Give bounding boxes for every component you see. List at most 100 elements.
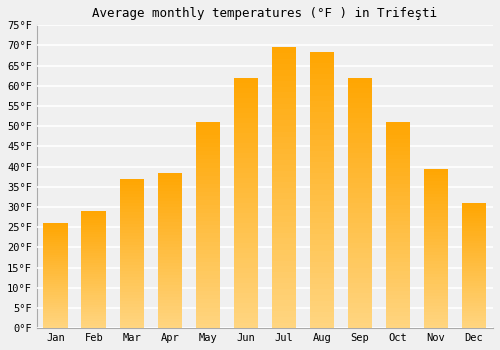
Bar [462,303,486,306]
Bar [44,257,68,259]
Bar [196,184,220,188]
Bar [310,179,334,184]
Bar [44,228,68,230]
Bar [272,154,296,160]
Bar [424,172,448,175]
Bar [272,300,296,306]
Bar [82,241,106,244]
Bar [348,103,372,108]
Bar [310,301,334,306]
Bar [348,213,372,218]
Bar [120,247,144,251]
Bar [462,251,486,253]
Bar [158,263,182,266]
Bar [234,168,258,173]
Bar [44,318,68,320]
Bar [82,223,106,225]
Bar [82,302,106,305]
Bar [310,262,334,267]
Bar [234,308,258,313]
Bar [462,308,486,311]
Bar [424,274,448,277]
Bar [120,301,144,304]
Bar [348,148,372,153]
Bar [272,199,296,205]
Bar [424,169,448,172]
Bar [196,217,220,221]
Bar [348,98,372,103]
Bar [272,76,296,81]
Bar [272,250,296,255]
Bar [272,104,296,109]
Bar [234,228,258,233]
Bar [424,271,448,274]
Bar [196,155,220,159]
Bar [196,320,220,324]
Bar [348,303,372,308]
Bar [82,260,106,262]
Bar [310,229,334,234]
Bar [272,120,296,126]
Bar [234,113,258,118]
Bar [462,321,486,323]
Bar [120,268,144,271]
Bar [82,220,106,223]
Bar [120,280,144,284]
Bar [272,64,296,70]
Bar [44,290,68,293]
Bar [120,179,144,182]
Bar [348,318,372,323]
Bar [462,286,486,288]
Bar [234,148,258,153]
Bar [272,216,296,222]
Bar [310,206,334,212]
Bar [158,294,182,297]
Bar [310,162,334,168]
Bar [348,188,372,193]
Bar [120,298,144,301]
Bar [462,203,486,205]
Bar [424,181,448,184]
Bar [462,278,486,281]
Bar [272,132,296,137]
Bar [348,233,372,238]
Bar [82,284,106,286]
Bar [196,225,220,229]
Bar [44,238,68,240]
Bar [310,273,334,278]
Bar [120,239,144,241]
Bar [82,281,106,284]
Title: Average monthly temperatures (°F ) in Trifeşti: Average monthly temperatures (°F ) in Tr… [92,7,438,20]
Bar [272,115,296,120]
Bar [348,118,372,123]
Bar [462,223,486,225]
Bar [272,81,296,87]
Bar [386,254,410,258]
Bar [196,279,220,283]
Bar [158,223,182,225]
Bar [196,283,220,287]
Bar [234,323,258,328]
Bar [196,122,220,126]
Bar [120,316,144,319]
Bar [120,262,144,265]
Bar [234,258,258,263]
Bar [44,309,68,312]
Bar [348,168,372,173]
Bar [82,272,106,274]
Bar [44,253,68,255]
Bar [44,301,68,303]
Bar [158,198,182,201]
Bar [82,305,106,307]
Bar [120,200,144,203]
Bar [158,238,182,241]
Bar [348,173,372,178]
Bar [462,288,486,290]
Bar [234,223,258,228]
Bar [424,315,448,318]
Bar [424,248,448,252]
Bar [348,253,372,258]
Bar [272,210,296,216]
Bar [310,267,334,273]
Bar [158,210,182,213]
